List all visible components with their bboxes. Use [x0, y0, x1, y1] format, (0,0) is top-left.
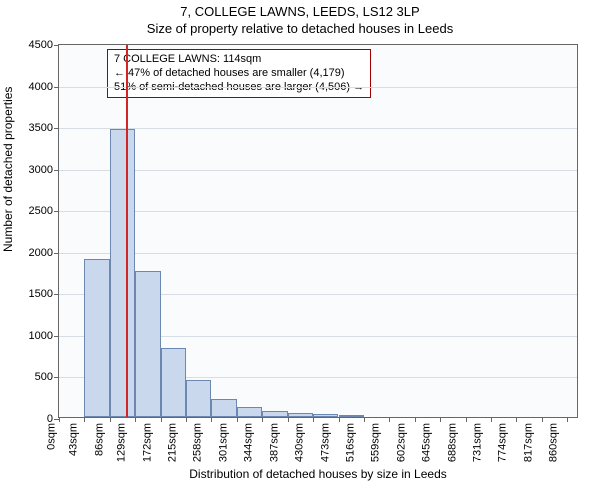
ytick-label: 4500	[29, 39, 53, 51]
ytick-mark	[54, 211, 59, 212]
xtick-label: 0sqm	[46, 423, 58, 450]
xtick-label: 731sqm	[471, 423, 483, 462]
xtick-label: 43sqm	[68, 423, 80, 456]
xtick-mark	[440, 417, 441, 422]
histogram-bar	[161, 348, 186, 417]
xtick-label: 172sqm	[141, 423, 153, 462]
xtick-label: 215sqm	[166, 423, 178, 462]
xtick-label: 86sqm	[93, 423, 105, 456]
y-axis-label: Number of detached properties	[1, 87, 15, 252]
xtick-label: 301sqm	[217, 423, 229, 462]
histogram-bar	[211, 399, 236, 417]
plot-area: 7 COLLEGE LAWNS: 114sqm← 47% of detached…	[58, 44, 578, 418]
xtick-mark	[415, 417, 416, 422]
xtick-label: 387sqm	[268, 423, 280, 462]
histogram-bar	[110, 129, 135, 417]
xtick-mark	[237, 417, 238, 422]
chart-container: 7, COLLEGE LAWNS, LEEDS, LS12 3LP Size o…	[0, 4, 600, 500]
xtick-label: 645sqm	[421, 423, 433, 462]
xtick-mark	[567, 417, 568, 422]
ytick-label: 4000	[29, 81, 53, 93]
xtick-mark	[59, 417, 60, 422]
ytick-label: 2000	[29, 247, 53, 259]
ytick-label: 3500	[29, 122, 53, 134]
annotation-line: 7 COLLEGE LAWNS: 114sqm	[114, 53, 364, 67]
ytick-mark	[54, 45, 59, 46]
ytick-mark	[54, 253, 59, 254]
annotation-box: 7 COLLEGE LAWNS: 114sqm← 47% of detached…	[107, 49, 371, 98]
xtick-mark	[135, 417, 136, 422]
histogram-bar	[135, 271, 160, 417]
xtick-mark	[84, 417, 85, 422]
xtick-label: 129sqm	[116, 423, 128, 462]
ytick-mark	[54, 128, 59, 129]
xtick-label: 688sqm	[446, 423, 458, 462]
xtick-mark	[288, 417, 289, 422]
ytick-label: 3000	[29, 164, 53, 176]
histogram-bar	[339, 415, 364, 417]
gridline	[59, 211, 577, 212]
xtick-mark	[262, 417, 263, 422]
title-main: 7, COLLEGE LAWNS, LEEDS, LS12 3LP	[0, 4, 600, 19]
xtick-label: 602sqm	[395, 423, 407, 462]
xtick-label: 860sqm	[548, 423, 560, 462]
x-axis-label: Distribution of detached houses by size …	[58, 467, 578, 481]
xtick-label: 817sqm	[522, 423, 534, 462]
xtick-mark	[491, 417, 492, 422]
xtick-label: 344sqm	[243, 423, 255, 462]
ytick-mark	[54, 336, 59, 337]
gridline	[59, 128, 577, 129]
ytick-label: 1000	[29, 330, 53, 342]
xtick-mark	[364, 417, 365, 422]
marker-line	[126, 45, 128, 417]
ytick-mark	[54, 294, 59, 295]
xtick-mark	[389, 417, 390, 422]
xtick-label: 473sqm	[319, 423, 331, 462]
gridline	[59, 87, 577, 88]
ytick-label: 1500	[29, 288, 53, 300]
histogram-bar	[84, 259, 109, 417]
xtick-mark	[110, 417, 111, 422]
histogram-bar	[288, 413, 313, 417]
xtick-mark	[339, 417, 340, 422]
annotation-line: ← 47% of detached houses are smaller (4,…	[114, 67, 364, 81]
gridline	[59, 253, 577, 254]
xtick-label: 516sqm	[344, 423, 356, 462]
histogram-bar	[186, 380, 211, 417]
ytick-mark	[54, 377, 59, 378]
histogram-bar	[237, 407, 262, 417]
ytick-mark	[54, 170, 59, 171]
ytick-label: 2500	[29, 205, 53, 217]
title-sub: Size of property relative to detached ho…	[0, 21, 600, 36]
histogram-bar	[313, 414, 338, 417]
ytick-label: 500	[35, 371, 53, 383]
xtick-mark	[186, 417, 187, 422]
xtick-label: 430sqm	[294, 423, 306, 462]
xtick-mark	[161, 417, 162, 422]
xtick-mark	[542, 417, 543, 422]
xtick-mark	[516, 417, 517, 422]
xtick-label: 774sqm	[497, 423, 509, 462]
xtick-mark	[211, 417, 212, 422]
xtick-mark	[466, 417, 467, 422]
histogram-bar	[262, 411, 287, 417]
xtick-label: 559sqm	[370, 423, 382, 462]
gridline	[59, 170, 577, 171]
xtick-mark	[313, 417, 314, 422]
ytick-mark	[54, 87, 59, 88]
xtick-label: 258sqm	[192, 423, 204, 462]
